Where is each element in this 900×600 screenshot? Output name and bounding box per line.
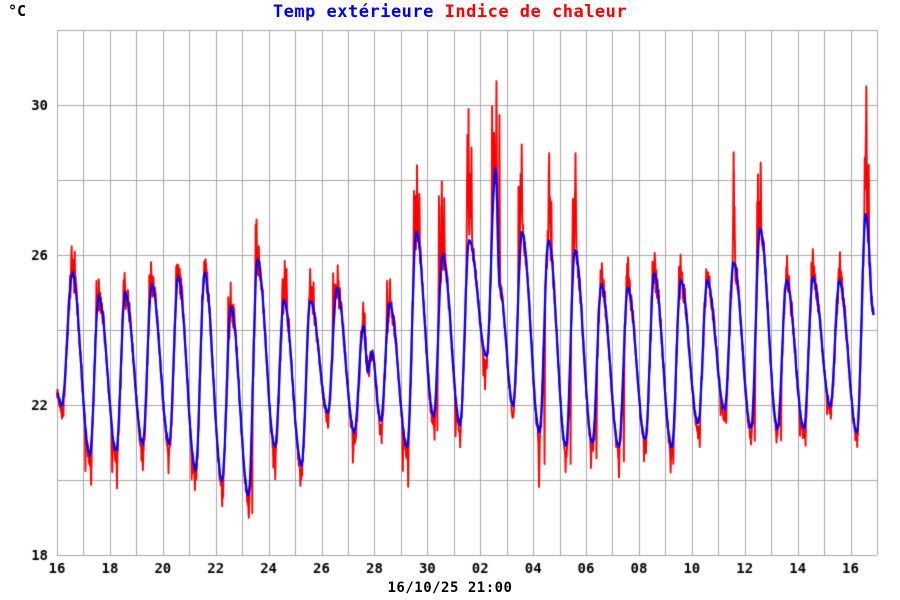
chart-title: Temp extérieure Indice de chaleur xyxy=(0,2,900,22)
footer-timestamp: 16/10/25 21:00 xyxy=(387,580,513,596)
chart-title-temp-exterieure: Temp extérieure xyxy=(272,2,434,22)
chart-title-separator xyxy=(434,2,445,22)
y-axis-unit-label: °C xyxy=(8,2,27,20)
chart-title-indice-de-chaleur: Indice de chaleur xyxy=(444,2,628,22)
